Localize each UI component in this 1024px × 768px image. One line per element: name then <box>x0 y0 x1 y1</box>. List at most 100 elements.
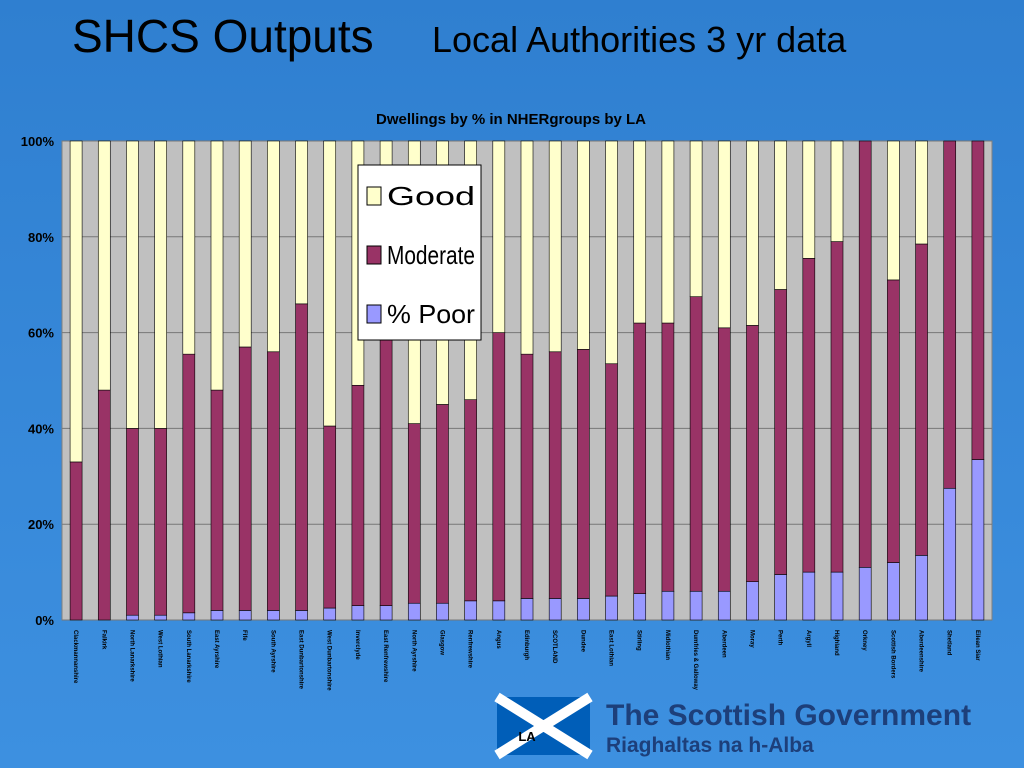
bar-segment <box>802 571 816 621</box>
bar-segment <box>548 140 562 353</box>
x-tick-label: East Renfrewshire <box>382 630 388 683</box>
legend-swatch <box>366 304 382 324</box>
bar-segment <box>238 346 252 611</box>
y-tick-label: 40% <box>28 421 54 436</box>
bar-segment <box>520 140 534 355</box>
y-tick-label: 60% <box>28 326 54 341</box>
x-tick-label: Moray <box>748 630 754 648</box>
legend-swatch <box>366 245 382 265</box>
x-tick-label: Aberdeen <box>720 630 726 658</box>
slide-subtitle: Local Authorities 3 yr data <box>432 19 847 60</box>
bar-segment <box>605 363 618 597</box>
y-tick-label: 80% <box>28 230 54 245</box>
x-tick-label: Clackmannanshire <box>72 630 78 684</box>
x-tick-label: Inverclyde <box>354 630 360 660</box>
bar-segment <box>436 404 449 604</box>
bar-segment <box>379 332 393 606</box>
bar-segment <box>154 614 167 621</box>
bar-segment <box>633 322 647 594</box>
x-tick-label: East Ayrshire <box>213 630 219 669</box>
bar-segment <box>267 140 280 353</box>
logo-gaelic: Riaghaltas na h-Alba <box>606 734 814 757</box>
bar-segment <box>802 140 816 259</box>
bar-segment <box>492 140 506 333</box>
bar-segment <box>887 140 900 281</box>
bar-segment <box>633 140 647 324</box>
bar-segment <box>323 425 337 609</box>
y-tick-label: 20% <box>28 517 54 532</box>
bar-segment <box>915 555 928 621</box>
x-tick-label: Edinburgh <box>523 630 529 660</box>
bar-segment <box>746 581 759 621</box>
x-tick-label: North Ayrshire <box>410 630 416 672</box>
bar-segment <box>210 140 224 391</box>
x-tick-label: Stirling <box>636 630 642 651</box>
x-tick-label: Falkirk <box>100 630 106 650</box>
bar-segment <box>182 612 196 621</box>
bar-segment <box>464 600 477 621</box>
x-tick-label: Shetland <box>946 630 952 656</box>
bar-segment <box>295 610 308 621</box>
bar-segment <box>717 327 731 592</box>
bar-segment <box>774 574 787 621</box>
x-tick-label: Eilean Siar <box>974 630 980 661</box>
bar-segment <box>746 325 759 582</box>
bar-segment <box>126 614 139 621</box>
bar-segment <box>830 571 844 621</box>
bar-segment <box>520 353 534 599</box>
bar-segment <box>182 140 196 355</box>
bar-segment <box>830 241 844 573</box>
bar-segment <box>182 353 196 614</box>
x-tick-label: Renfrewshire <box>467 630 473 669</box>
bar-segment <box>915 140 928 245</box>
bar-segment <box>661 322 675 592</box>
bar-segment <box>887 279 900 563</box>
bar-segment <box>295 303 308 611</box>
bar-segment <box>689 590 703 621</box>
x-tick-label: Fife <box>241 630 247 641</box>
bar-segment <box>238 610 252 621</box>
x-tick-label: Midlothian <box>664 630 670 660</box>
bar-segment <box>689 296 703 592</box>
bar-segment <box>323 140 337 427</box>
bar-segment <box>746 140 759 326</box>
bar-segment <box>661 590 675 621</box>
bar-segment <box>351 605 365 621</box>
bar-segment <box>492 600 506 621</box>
slide-title: SHCS Outputs <box>72 10 374 62</box>
bar-segment <box>689 140 703 297</box>
y-tick-label: 0% <box>35 613 54 628</box>
x-tick-label: West Dunbartonshire <box>326 630 332 691</box>
logo: The Scottish Government Riaghaltas na h-… <box>494 692 971 760</box>
bar-segment <box>436 602 449 621</box>
x-tick-label: South Ayrshire <box>269 630 275 673</box>
bar-segment <box>548 598 562 621</box>
bar-segment <box>323 607 337 621</box>
bar-segment <box>577 598 590 621</box>
bar-segment <box>774 140 787 290</box>
bar-segment <box>97 140 111 391</box>
bar-segment <box>577 140 590 350</box>
x-tick-label: Argyll <box>805 630 811 647</box>
x-tick-label: Angus <box>495 630 501 649</box>
bar-segment <box>238 140 252 348</box>
bar-segment <box>154 428 167 616</box>
bar-segment <box>379 605 393 621</box>
legend-swatch <box>366 186 382 206</box>
bar-segment <box>858 567 872 621</box>
bar-segment <box>661 140 675 324</box>
bar-segment <box>126 428 139 616</box>
x-tick-label: SCOTLAND <box>551 630 557 664</box>
bar-segment <box>97 389 111 621</box>
bar-segment <box>492 332 506 602</box>
bar-segment <box>830 140 844 242</box>
logo-name: The Scottish Government <box>606 699 971 732</box>
bar-segment <box>887 562 900 621</box>
x-tick-label: Aberdeenshire <box>918 630 924 673</box>
bar-segment <box>520 598 534 621</box>
bar-segment <box>69 140 83 463</box>
x-tick-label: Dundee <box>579 630 585 653</box>
bar-segment <box>971 140 985 460</box>
bar-segment <box>126 140 139 429</box>
